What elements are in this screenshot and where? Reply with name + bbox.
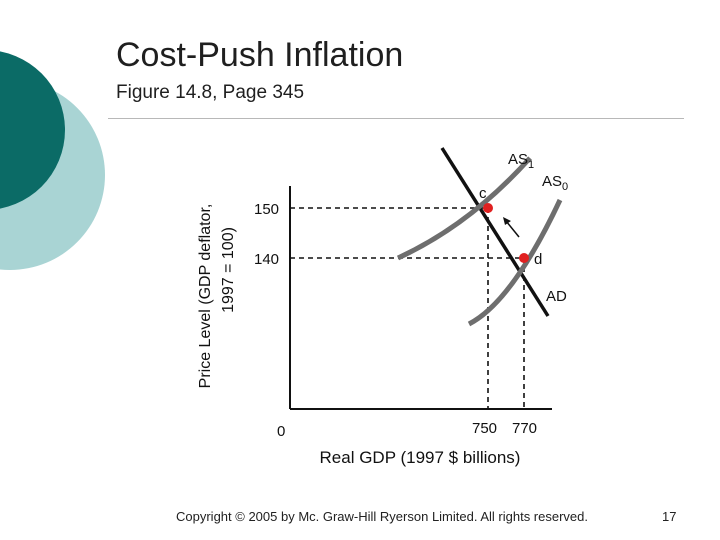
ad-label: AD bbox=[546, 288, 567, 305]
point-c bbox=[483, 203, 493, 213]
dark-teal-circle bbox=[0, 51, 65, 209]
slide-subtitle: Figure 14.8, Page 345 bbox=[116, 82, 305, 103]
as0-curve bbox=[467, 198, 563, 327]
shift-arrow bbox=[505, 220, 520, 238]
as1-label: AS1 bbox=[508, 151, 534, 171]
y-axis-label-line2: 1997 = 100) bbox=[220, 227, 237, 313]
as0-label: AS0 bbox=[542, 173, 568, 193]
x-tick-770: 770 bbox=[512, 420, 537, 437]
origin-label: 0 bbox=[277, 423, 285, 440]
y-tick-150: 150 bbox=[254, 201, 279, 218]
x-axis-label: Real GDP (1997 $ billions) bbox=[320, 448, 521, 467]
point-c-label: c bbox=[479, 185, 487, 202]
point-d bbox=[519, 253, 529, 263]
copyright-footer: Copyright © 2005 by Mc. Graw-Hill Ryerso… bbox=[176, 509, 589, 524]
y-tick-140: 140 bbox=[254, 251, 279, 268]
page-number: 17 bbox=[662, 509, 677, 524]
title-divider bbox=[108, 118, 684, 119]
decorative-circles bbox=[0, 51, 105, 270]
x-tick-750: 750 bbox=[472, 420, 497, 437]
shift-arrowhead bbox=[503, 217, 511, 225]
point-d-label: d bbox=[534, 251, 542, 268]
slide-title: Cost-Push Inflation bbox=[116, 36, 404, 74]
as1-curve bbox=[396, 156, 532, 261]
ad-curve bbox=[440, 147, 550, 317]
y-axis-label-line1: Price Level (GDP deflator, bbox=[197, 204, 214, 389]
